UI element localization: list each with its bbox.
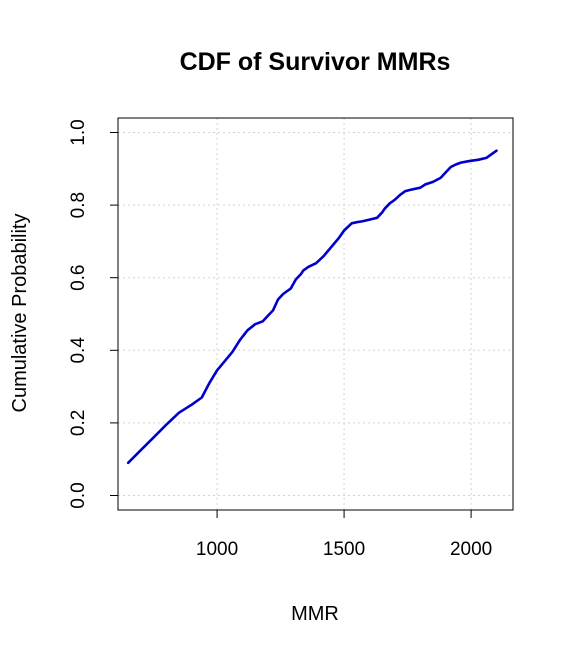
x-tick-label: 2000 (450, 539, 492, 560)
y-axis-label: Cumulative Probability (9, 214, 31, 413)
y-tick-label: 0.2 (68, 410, 89, 436)
y-tick-label: 0.6 (68, 264, 89, 290)
x-tick-label: 1000 (196, 539, 238, 560)
chart-title: CDF of Survivor MMRs (180, 48, 451, 76)
x-axis: 1000 1500 2000 (196, 509, 492, 560)
y-tick-label: 0.0 (68, 482, 89, 508)
x-axis-label: MMR (291, 603, 339, 625)
y-tick-label: 0.8 (68, 192, 89, 218)
y-tick-label: 0.4 (68, 337, 89, 364)
grid (118, 118, 513, 510)
y-axis: 0.0 0.2 0.4 0.6 0.8 1.0 (68, 119, 119, 509)
series-layer (126, 149, 498, 465)
series-line-0 (126, 149, 498, 465)
y-tick-label: 1.0 (68, 119, 89, 145)
plot-frame (117, 117, 514, 511)
x-tick-label: 1500 (323, 539, 365, 560)
